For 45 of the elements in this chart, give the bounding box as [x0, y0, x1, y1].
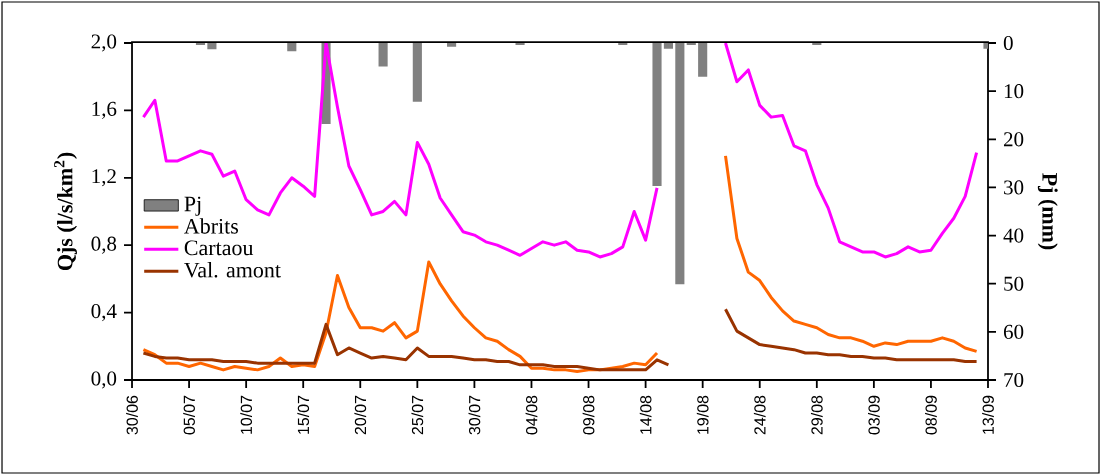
- y-tick-label: 0,4: [91, 303, 117, 322]
- y-tick-label: 0,0: [91, 371, 117, 389]
- x-tick-label: 25/07: [411, 395, 424, 435]
- y2-tick-label: 0: [1003, 35, 1013, 51]
- x-tick-label: 19/08: [696, 395, 709, 434]
- legend-label: Abrits: [184, 218, 239, 234]
- y-tick-label: 1,6: [92, 101, 117, 119]
- y2-tick-label: 50: [1004, 276, 1024, 291]
- legend-label: Val. amont: [184, 262, 281, 278]
- y2-axis-title: Pj (mm): [1037, 173, 1058, 250]
- bar: [675, 43, 685, 285]
- y2-tick-label: 30: [1004, 180, 1024, 195]
- bar: [698, 43, 708, 77]
- y2-tick-label: 60: [1003, 324, 1024, 339]
- y-tick-label: 0,8: [91, 236, 117, 254]
- bar: [287, 43, 297, 52]
- y2-tick-label: 70: [1004, 372, 1024, 388]
- y-axis-title: Qjs (l/s/km$^{2}$): [54, 152, 77, 271]
- y2-tick-label: 40: [1003, 228, 1024, 243]
- x-tick-label: 30/07: [468, 395, 481, 435]
- bar: [207, 43, 217, 50]
- x-tick-label: 08/09: [925, 395, 937, 435]
- x-tick-label: 14/08: [639, 395, 652, 434]
- bar: [663, 43, 673, 49]
- y-tick-label: 2,0: [91, 34, 117, 52]
- x-tick-label: 04/08: [525, 395, 538, 435]
- y-tick-label: 1,2: [92, 169, 116, 187]
- x-tick-label: 10/07: [240, 395, 253, 434]
- x-tick-label: 09/08: [582, 395, 595, 435]
- x-tick-label: 15/07: [297, 395, 310, 434]
- y2-tick-label: 10: [1004, 84, 1024, 99]
- legend-label: Cartaou: [184, 240, 254, 256]
- x-tick-label: 20/07: [354, 395, 367, 435]
- bar: [652, 43, 662, 186]
- x-tick-label: 03/09: [867, 395, 880, 435]
- x-tick-label: 30/06: [126, 395, 138, 435]
- y2-tick-label: 20: [1003, 132, 1024, 147]
- x-tick-label: 24/08: [753, 395, 766, 435]
- bar: [378, 43, 388, 67]
- legend-label: Pj: [184, 196, 201, 216]
- x-tick-label: 13/09: [982, 395, 994, 434]
- x-tick-label: 05/07: [183, 395, 195, 435]
- bar: [412, 43, 422, 102]
- bar: [447, 43, 457, 47]
- x-tick-label: 29/08: [810, 395, 823, 435]
